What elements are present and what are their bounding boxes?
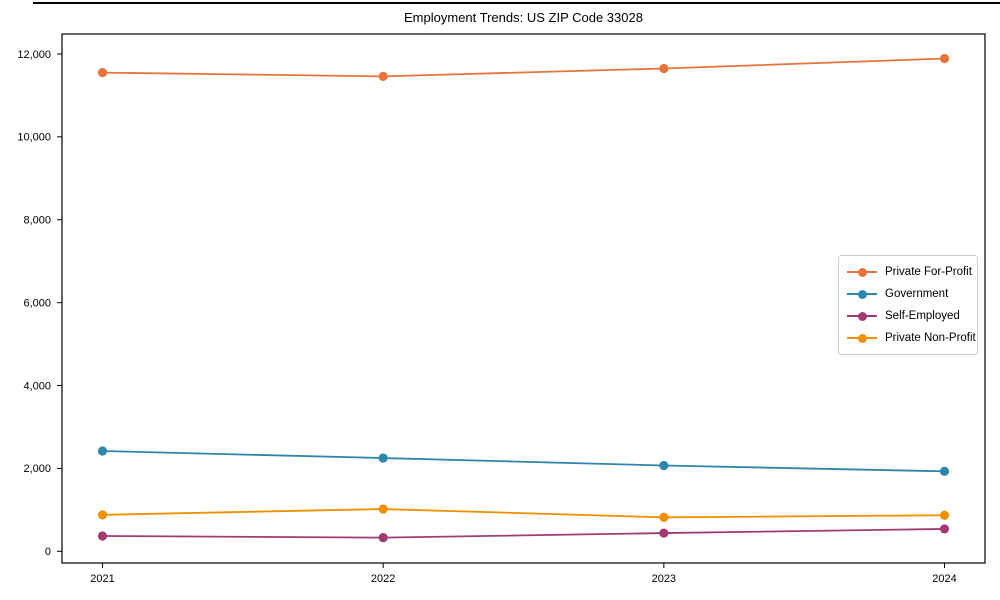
chart-title: Employment Trends: US ZIP Code 33028 — [404, 10, 643, 25]
window-frame-top-border — [33, 2, 1000, 4]
data-point-private-non-profit-2021 — [97, 510, 108, 520]
x-tick-label: 2023 — [652, 573, 676, 585]
data-point-government-2021 — [97, 446, 108, 456]
data-point-self-employed-2024 — [939, 524, 950, 534]
legend-line-marker-icon — [847, 289, 877, 299]
data-point-private-non-profit-2022 — [378, 504, 388, 514]
legend-item: Private Non-Profit — [847, 327, 976, 349]
legend-line-marker-icon — [847, 267, 877, 277]
x-tick-label: 2024 — [932, 573, 956, 585]
legend-label: Private For-Profit — [885, 266, 972, 278]
data-point-government-2022 — [378, 453, 388, 463]
series-line-self-employed — [102, 528, 945, 539]
legend-label: Government — [885, 288, 949, 300]
legend-line-marker-icon — [847, 311, 877, 321]
y-tick-label: 12,000 — [17, 49, 51, 61]
data-point-self-employed-2023 — [659, 528, 669, 538]
data-point-private-for-profit-2021 — [97, 68, 108, 78]
series-line-government — [102, 450, 945, 473]
series-line-private-for-profit — [102, 57, 945, 78]
data-point-private-non-profit-2024 — [939, 510, 950, 520]
series-line-private-non-profit — [102, 508, 945, 519]
legend-item: Private For-Profit — [847, 261, 972, 283]
y-tick-label: 10,000 — [17, 132, 51, 144]
legend-label: Self-Employed — [885, 310, 960, 322]
axes-spines — [61, 33, 986, 564]
y-tick-label: 0 — [45, 546, 51, 558]
data-point-government-2024 — [939, 466, 950, 476]
legend-item: Government — [847, 283, 969, 305]
legend-label: Private Non-Profit — [885, 332, 976, 344]
y-tick-label: 8,000 — [23, 215, 51, 227]
legend-item: Self-Employed — [847, 305, 969, 327]
legend: Private For-Profit Government Self-Employe… — [838, 255, 978, 355]
x-tick-label: 2022 — [371, 573, 395, 585]
data-point-private-for-profit-2023 — [659, 63, 669, 74]
data-point-private-non-profit-2023 — [659, 512, 669, 522]
data-point-private-for-profit-2022 — [378, 71, 388, 81]
data-point-private-for-profit-2024 — [939, 53, 950, 64]
data-point-government-2023 — [659, 460, 669, 471]
y-tick-label: 2,000 — [23, 463, 51, 475]
y-tick-label: 6,000 — [23, 297, 51, 309]
x-tick-label: 2021 — [90, 573, 114, 585]
data-point-self-employed-2022 — [378, 533, 388, 543]
y-tick-label: 4,000 — [23, 380, 51, 392]
legend-line-marker-icon — [847, 333, 877, 343]
data-point-self-employed-2021 — [97, 531, 108, 541]
